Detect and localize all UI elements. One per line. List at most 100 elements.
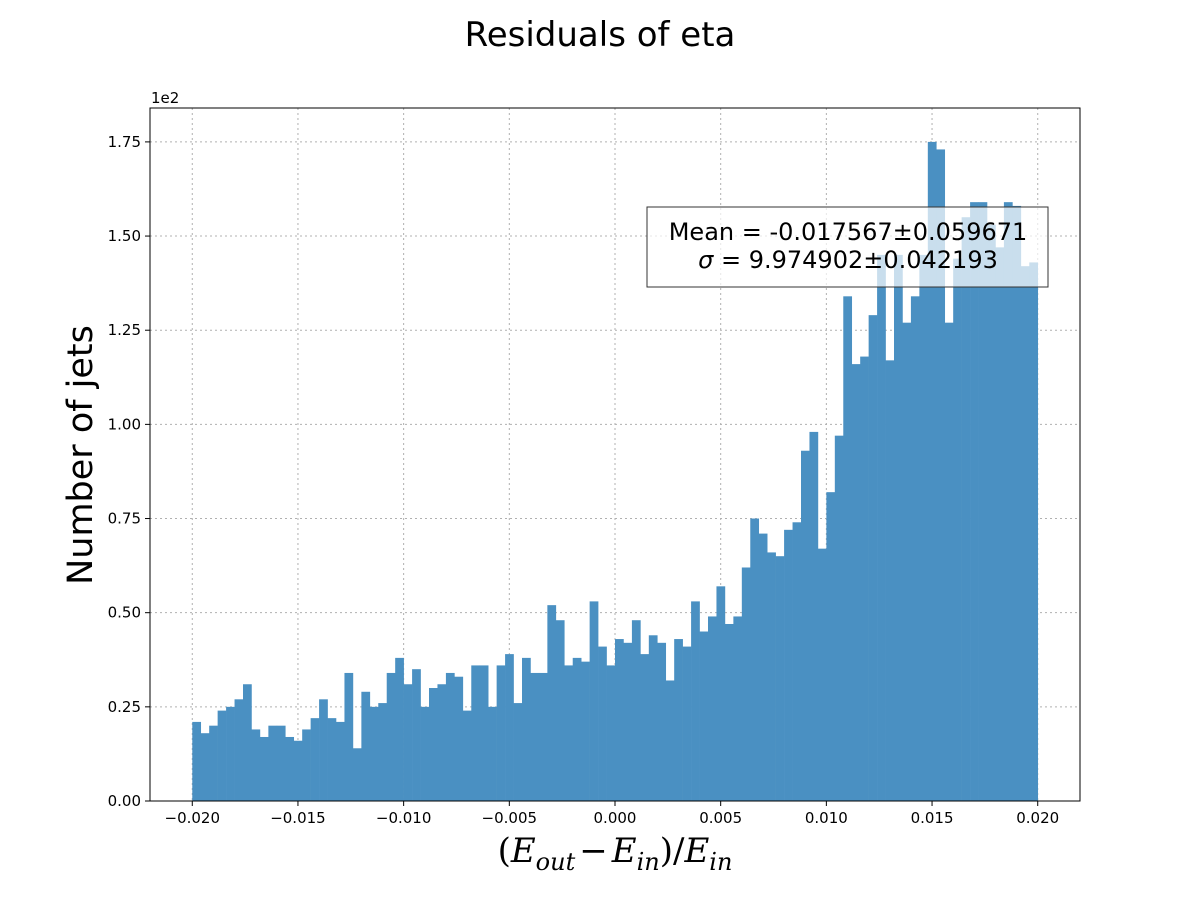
histogram-bar: [936, 149, 946, 802]
y-tick-label: 1.00: [108, 415, 141, 433]
histogram-bar: [631, 620, 641, 801]
histogram-bar: [927, 141, 937, 802]
histogram-bar: [259, 736, 269, 801]
histogram-bar: [902, 322, 912, 801]
histogram-bar: [674, 639, 683, 801]
histogram-bar: [200, 733, 210, 801]
histogram-bar: [640, 654, 650, 801]
histogram-bar: [412, 669, 421, 801]
histogram-bar: [319, 699, 328, 801]
histogram-bar: [910, 296, 920, 801]
histogram-bar: [691, 601, 700, 801]
x-tick-label: −0.005: [482, 809, 538, 827]
histogram-bar: [302, 729, 311, 801]
stats-mean: Mean = -0.017567±0.059671: [669, 218, 1028, 246]
histogram-bar: [285, 736, 295, 801]
histogram-bar: [496, 665, 506, 801]
histogram-bar: [598, 646, 607, 801]
y-tick-label: 1.75: [108, 133, 141, 151]
stats-box: Mean = -0.017567±0.059671 σ = 9.974902±0…: [646, 206, 1049, 288]
histogram-bar: [437, 684, 447, 801]
histogram-bar: [293, 740, 303, 801]
histogram-bar: [792, 522, 802, 801]
histogram-bar: [243, 684, 252, 801]
histogram-bar: [327, 718, 337, 801]
y-tick-label: 1.50: [108, 227, 141, 245]
histogram-bar: [623, 642, 633, 801]
histogram-bar: [699, 631, 709, 801]
histogram-bar: [834, 435, 844, 801]
histogram-bar: [547, 605, 557, 801]
histogram-bar: [1029, 262, 1039, 802]
histogram-bar: [809, 431, 819, 801]
histogram-bar: [445, 672, 455, 801]
histogram-bar: [564, 665, 574, 801]
histogram-bar: [919, 254, 929, 801]
histogram-bar: [522, 657, 531, 801]
histogram-bar: [961, 217, 971, 801]
histogram-bar: [682, 646, 692, 801]
x-tick-label: −0.015: [270, 809, 326, 827]
histogram-bar: [361, 691, 371, 801]
histogram-bar: [555, 620, 565, 801]
histogram-bar: [657, 642, 667, 801]
histogram-bar: [513, 703, 523, 801]
histogram-bar: [192, 721, 202, 801]
histogram-bar: [877, 254, 886, 801]
histogram-bar: [589, 601, 599, 801]
chart-title: Residuals of eta: [465, 15, 736, 55]
histogram-bar: [234, 699, 244, 801]
histogram-bar: [276, 725, 286, 801]
x-tick-label: 0.000: [594, 809, 637, 827]
y-tick-label: 0.50: [108, 604, 141, 622]
histogram-bar: [386, 672, 396, 801]
histogram-bar: [530, 672, 540, 801]
histogram-bar: [758, 533, 768, 801]
y-axis-label: Number of jets: [61, 325, 101, 585]
stats-sigma: σ = 9.974902±0.042193: [698, 246, 998, 274]
y-tick-label: 0.25: [108, 698, 141, 716]
histogram-bar: [615, 639, 624, 801]
histogram-bar: [868, 315, 878, 801]
histogram-bar: [369, 706, 379, 801]
histogram-bar: [403, 684, 413, 801]
histogram-bar: [944, 322, 954, 801]
histogram-bar: [784, 529, 793, 801]
histogram-bar: [987, 224, 996, 801]
histogram-bar: [209, 725, 218, 801]
histogram-bar: [826, 492, 836, 801]
x-tick-label: −0.020: [165, 809, 221, 827]
x-tick-label: 0.015: [911, 809, 954, 827]
y-tick-label: 0.00: [108, 792, 141, 810]
x-axis-ticks: −0.020 −0.015 −0.010 −0.005 0.000 0.005 0.010 0…: [165, 801, 1059, 827]
histogram-bar: [538, 672, 548, 801]
histogram-bar: [775, 556, 785, 801]
histogram-bar: [995, 247, 1005, 801]
histogram-bar: [454, 676, 464, 801]
histogram-bar: [885, 360, 895, 801]
histogram-bar: [310, 718, 320, 801]
histogram-bar: [953, 258, 962, 801]
histogram-bar: [978, 202, 988, 802]
histogram-bar: [378, 703, 388, 801]
histogram-bar: [767, 552, 776, 801]
histogram-bar: [268, 725, 278, 801]
histogram-bar: [801, 450, 810, 801]
histogram-bar: [716, 586, 726, 801]
histogram-bar: [462, 710, 472, 801]
histogram-bar: [572, 657, 582, 801]
histogram-bar: [724, 623, 734, 801]
histogram-bar: [606, 665, 616, 801]
histogram-bars: [192, 141, 1039, 802]
histogram-bar: [505, 654, 514, 801]
histogram-bar: [471, 665, 481, 801]
y-axis-ticks: 0.00 0.25 0.50 0.75 1.00 1.25 1.50 1.75: [108, 133, 150, 810]
histogram-bar: [251, 729, 261, 801]
histogram-bar: [488, 706, 497, 801]
histogram-bar: [336, 721, 345, 801]
histogram-bar: [741, 567, 751, 801]
y-tick-label: 1.25: [108, 321, 141, 339]
histogram-bar: [750, 518, 760, 801]
x-tick-label: 0.005: [699, 809, 742, 827]
